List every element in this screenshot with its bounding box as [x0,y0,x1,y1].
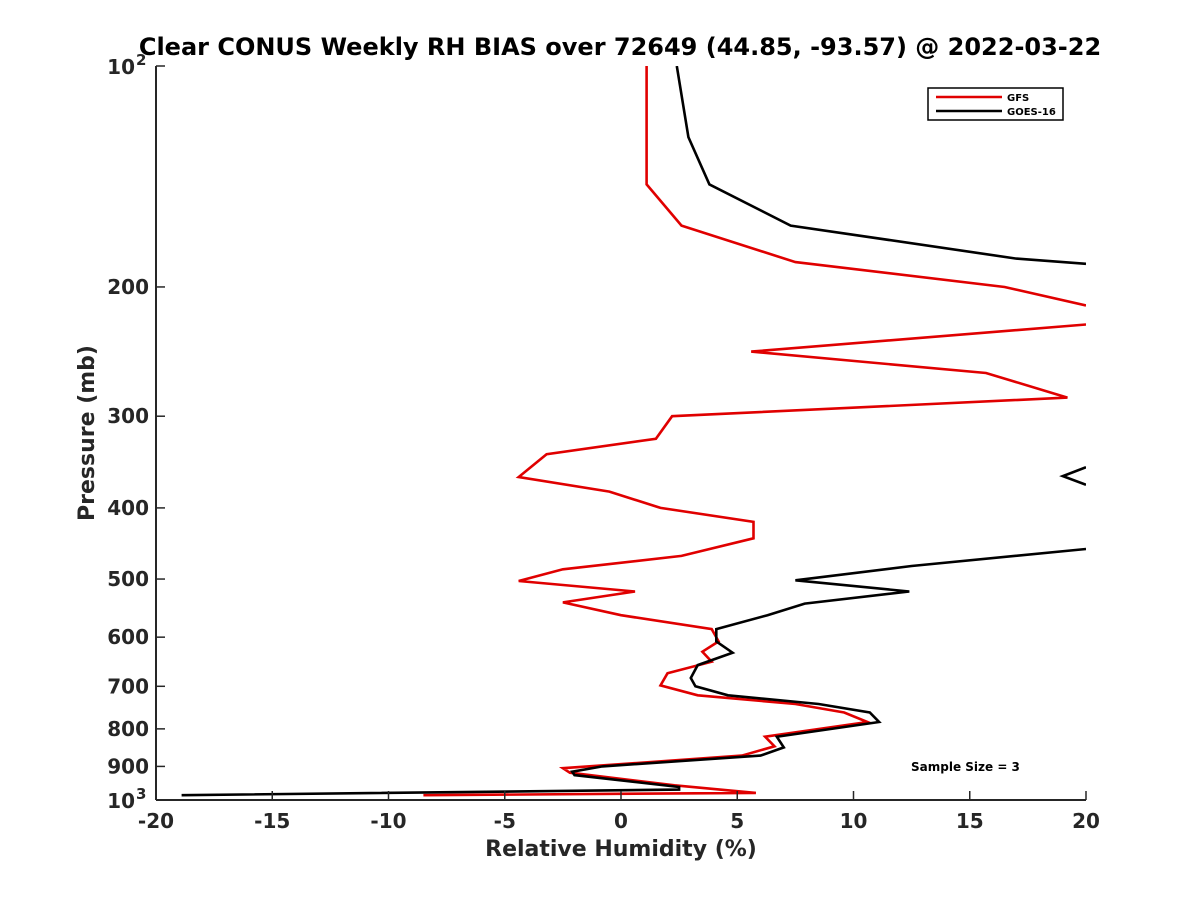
y-tick-label: 800 [107,717,149,741]
legend: GFS GOES-16 [927,87,1064,121]
x-tick-label: -15 [254,809,290,833]
x-ticks: -20 -15 -10 -5 0 5 10 15 20 [138,791,1100,833]
x-tick-label: 15 [956,809,984,833]
y-tick-label: 600 [107,625,149,649]
sample-size-annotation: Sample Size = 3 [911,760,1020,774]
x-tick-label: 10 [840,809,868,833]
y-tick-label: 300 [107,404,149,428]
plot-frame [156,66,1086,800]
legend-box [927,87,1064,121]
y-tick-label: 10 [107,55,135,79]
series-line-goes16-1 [675,66,1086,266]
x-tick-label: 0 [614,809,628,833]
series-line-goes16-2 [1059,465,1086,487]
x-tick-label: 20 [1072,809,1100,833]
y-tick-label: 900 [107,754,149,778]
series-line-goes16-3 [181,547,1086,797]
plot-area [181,66,1086,797]
chart-title: Clear CONUS Weekly RH BIAS over 72649 (4… [139,33,1101,61]
y-tick-label: 500 [107,567,149,591]
y-tick-label: 400 [107,496,149,520]
x-tick-label: -10 [370,809,406,833]
y-tick-label: 200 [107,275,149,299]
y-tick-label: 10 [107,789,135,813]
x-tick-label: 5 [730,809,744,833]
x-tick-label: -20 [138,809,174,833]
x-axis-label: Relative Humidity (%) [485,837,757,862]
legend-label-goes16: GOES-16 [1007,107,1056,118]
y-tick-exponent: 3 [136,785,146,803]
series-line-gfs-1 [645,66,1086,307]
y-tick-exponent: 2 [136,51,146,69]
y-axis-label: Pressure (mb) [75,345,100,521]
y-tick-label: 700 [107,674,149,698]
legend-label-gfs: GFS [1007,93,1029,104]
series-line-gfs-2 [423,323,1086,797]
x-tick-label: -5 [494,809,516,833]
